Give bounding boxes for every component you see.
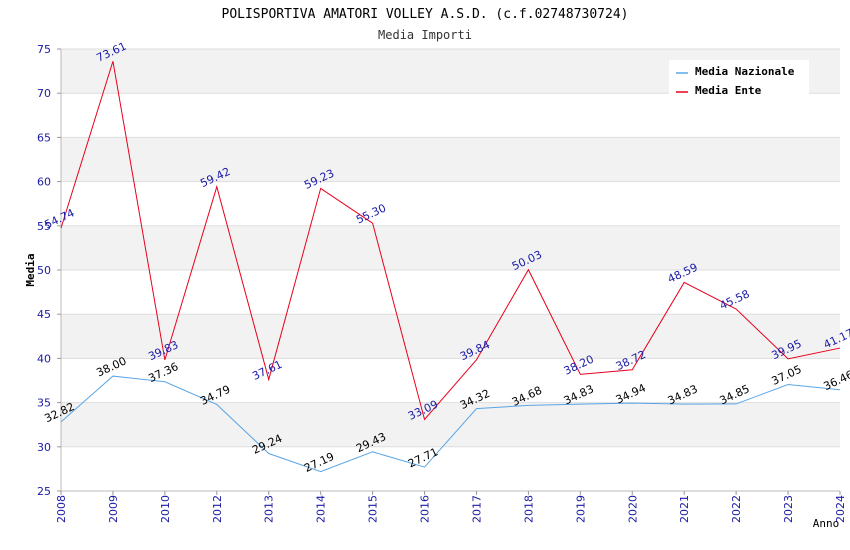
y-tick-label: 60 [37,176,51,189]
legend-label-nazionale: Media Nazionale [695,65,795,78]
grid-band [61,402,840,447]
y-tick-label: 55 [37,220,51,233]
x-tick-label: 2017 [470,495,483,523]
x-tick-label: 2016 [419,495,432,523]
chart-title: POLISPORTIVA AMATORI VOLLEY A.S.D. (c.f.… [222,7,629,22]
grid-band [61,358,840,403]
grid-band [61,181,840,226]
grid-band [61,270,840,315]
legend: Media Nazionale Media Ente [669,60,809,98]
x-ticks: 2008 2009 2010 2012 2013 2014 2015 2016 2017 2018… [55,491,847,523]
x-tick-label: 2021 [678,495,691,523]
grid-band [61,446,840,491]
grid-bands [61,49,840,491]
x-tick-label: 2012 [211,495,224,523]
x-tick-label: 2018 [522,495,535,523]
y-tick-label: 70 [37,87,51,100]
y-tick-label: 25 [37,485,51,498]
y-tick-label: 65 [37,131,51,144]
chart-subtitle: Media Importi [378,28,472,42]
y-axis-label: Media [24,253,37,286]
x-tick-label: 2020 [626,495,639,523]
x-axis-label: Anno [813,517,840,530]
x-tick-label: 2019 [574,495,587,523]
x-tick-label: 2013 [263,495,276,523]
grid-band [61,93,840,138]
x-tick-label: 2023 [782,495,795,523]
x-tick-label: 2008 [55,495,68,523]
y-tick-label: 40 [37,352,51,365]
series-line-ente [60,61,841,421]
y-tick-label: 30 [37,441,51,454]
grid-band [61,314,840,359]
y-tick-label: 35 [37,397,51,410]
x-tick-label: 2022 [730,495,743,523]
y-tick-label: 75 [37,43,51,56]
series-line-nazionale [60,375,841,473]
y-tick-label: 45 [37,308,51,321]
x-tick-label: 2014 [315,495,328,523]
grid-band [61,137,840,182]
x-tick-label: 2010 [159,495,172,523]
y-tick-label: 50 [37,264,51,277]
grid-band [61,225,840,270]
series-lines [60,61,841,473]
x-tick-label: 2024 [834,495,847,523]
legend-label-ente: Media Ente [695,84,762,97]
y-ticks: 25 30 35 40 45 50 55 60 65 70 75 [37,43,61,498]
x-tick-label: 2009 [107,495,120,523]
legend-box [669,60,809,98]
x-tick-label: 2015 [367,495,380,523]
